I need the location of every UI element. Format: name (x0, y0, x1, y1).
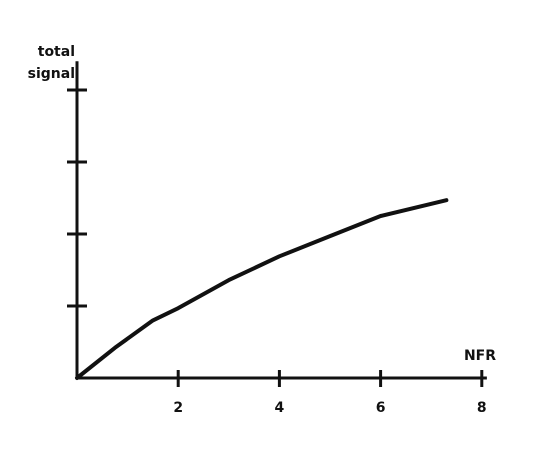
y-axis-label: total (38, 44, 75, 60)
x-tick-label: 2 (173, 400, 183, 416)
x-tick-label: 6 (376, 400, 386, 416)
data-line (75, 198, 449, 380)
x-tick-label: 8 (477, 400, 487, 416)
x-axis-label: NFR (464, 348, 496, 364)
y-axis-label: signal (28, 66, 75, 82)
x-tick-label: 4 (275, 400, 285, 416)
